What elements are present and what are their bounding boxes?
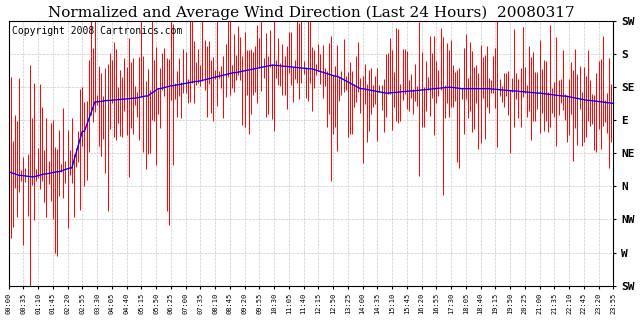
Title: Normalized and Average Wind Direction (Last 24 Hours)  20080317: Normalized and Average Wind Direction (L… bbox=[47, 5, 574, 20]
Text: Copyright 2008 Cartronics.com: Copyright 2008 Cartronics.com bbox=[12, 27, 182, 36]
